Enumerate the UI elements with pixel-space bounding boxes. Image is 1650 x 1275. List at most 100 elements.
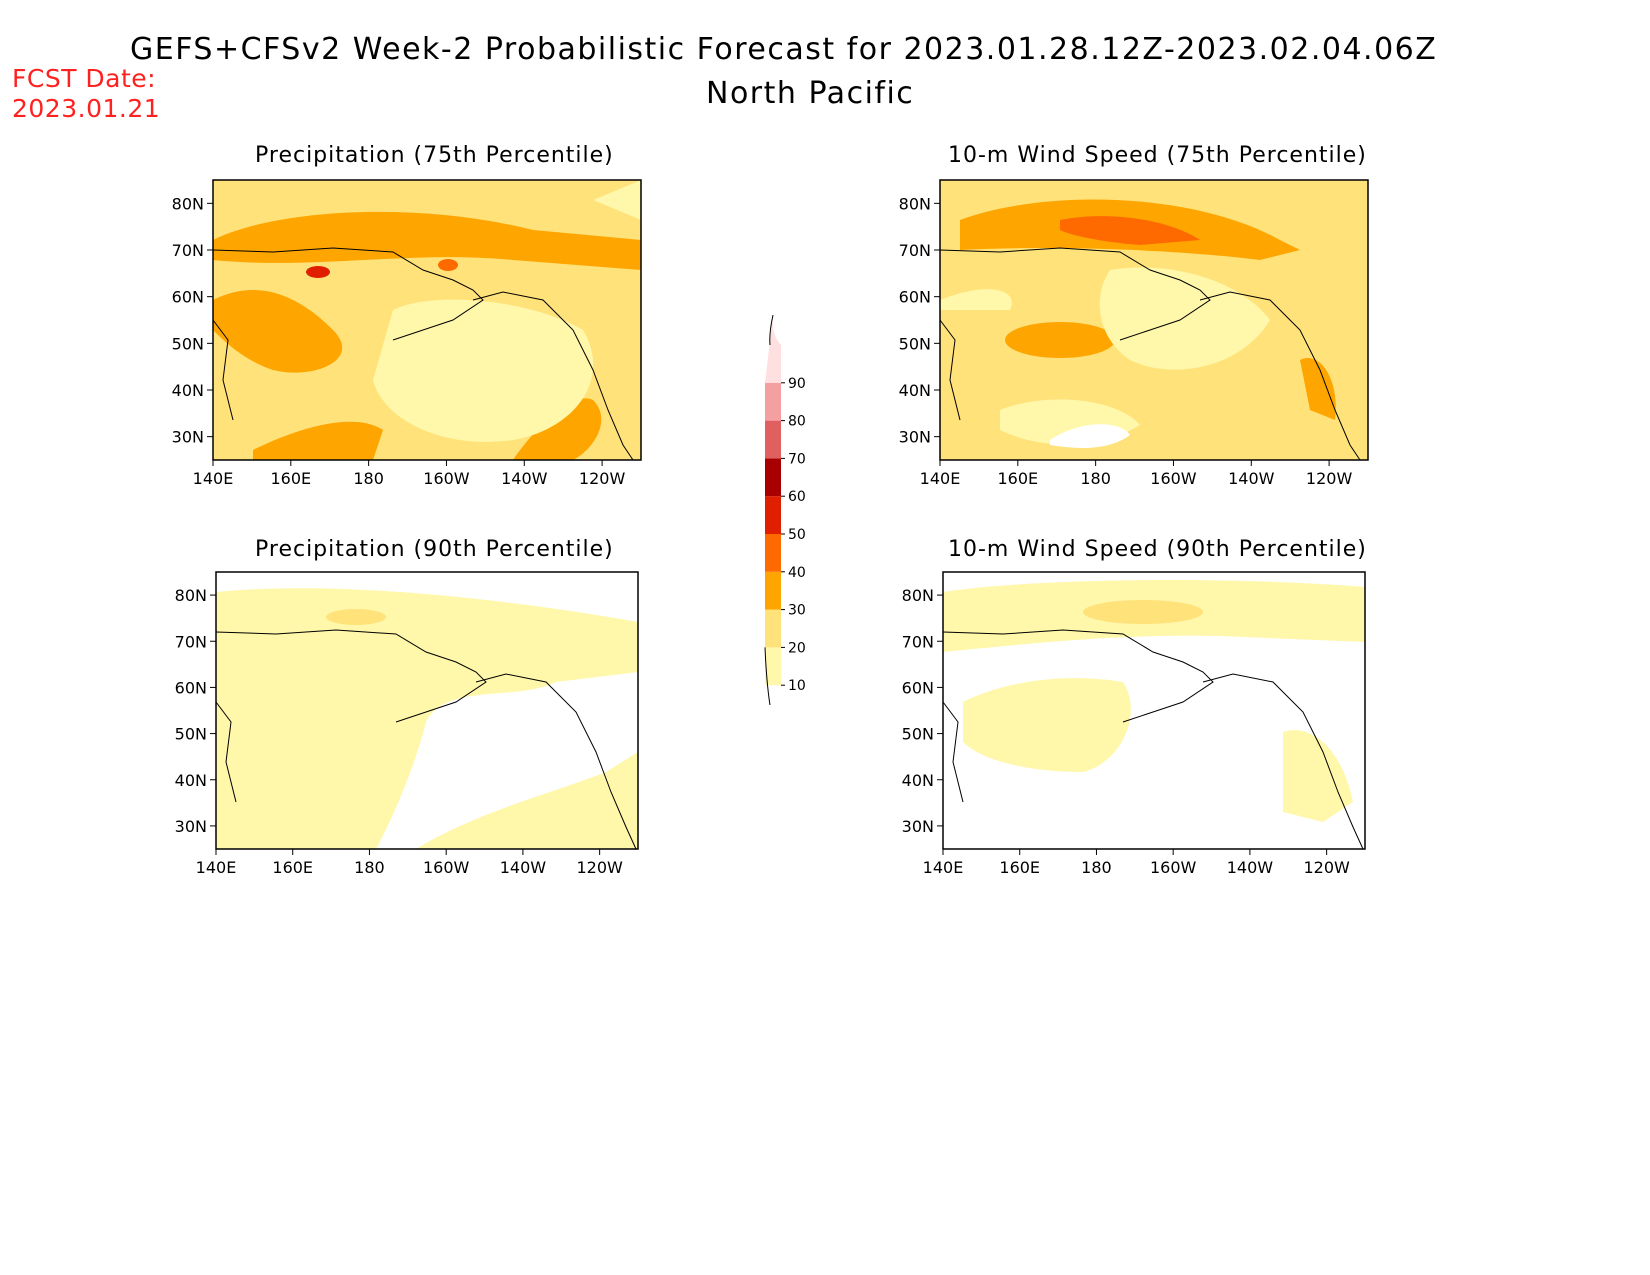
lon-tick-label: 160E xyxy=(272,858,313,877)
lon-tick-label: 120W xyxy=(579,469,626,488)
lon-tick-label: 180 xyxy=(1081,858,1112,877)
wind-low-west xyxy=(940,289,1012,310)
coastline xyxy=(475,673,637,850)
precip-moderate xyxy=(326,609,386,625)
colorbar-label: 90 xyxy=(788,376,806,392)
wind-band-aleutian xyxy=(1005,322,1115,358)
lon-tick-label: 140E xyxy=(920,469,961,488)
lon-tick-label: 160W xyxy=(1150,858,1197,877)
lat-tick-label: 60N xyxy=(899,288,931,307)
colorbar-label: 30 xyxy=(788,603,806,619)
wind-low-coast xyxy=(1283,730,1353,822)
precip-max-alaska xyxy=(438,259,458,271)
lat-tick-label: 30N xyxy=(902,817,934,836)
colorbar-box xyxy=(765,458,781,497)
wind-moderate xyxy=(1083,600,1203,624)
lon-tick-label: 140W xyxy=(500,858,547,877)
colorbar-cap-outline xyxy=(769,315,774,346)
coastline xyxy=(212,319,234,421)
lat-tick-label: 80N xyxy=(172,194,204,213)
lat-tick-label: 70N xyxy=(175,632,207,651)
lat-tick-label: 80N xyxy=(175,586,207,605)
map-frame xyxy=(939,179,1369,461)
panel-title-precip-75: Precipitation (75th Percentile) xyxy=(255,143,614,168)
fcst-date-value: 2023.01.21 xyxy=(12,94,161,123)
map-frame xyxy=(942,571,1366,850)
lon-tick-label: 140E xyxy=(923,858,964,877)
precip-max-chukchi xyxy=(306,266,330,278)
lon-tick-label: 140W xyxy=(1227,858,1274,877)
lon-tick-label: 160W xyxy=(423,858,470,877)
precip-low-gulf xyxy=(373,299,594,442)
coastline xyxy=(215,701,237,803)
lat-tick-label: 50N xyxy=(902,725,934,744)
colorbar-box xyxy=(765,382,781,421)
lon-tick-label: 180 xyxy=(354,858,385,877)
colorbar-label: 80 xyxy=(788,414,806,430)
lon-tick-label: 180 xyxy=(1080,469,1111,488)
lon-tick-label: 120W xyxy=(576,858,623,877)
coastline xyxy=(212,247,484,341)
lon-tick-label: 120W xyxy=(1303,858,1350,877)
wind-band-coast xyxy=(1300,358,1336,420)
lat-tick-label: 30N xyxy=(175,817,207,836)
lon-tick-label: 160E xyxy=(997,469,1038,488)
lat-tick-label: 70N xyxy=(172,241,204,260)
precip-band-sw xyxy=(253,421,383,460)
coastline xyxy=(942,629,1214,723)
colorbar-label: 20 xyxy=(788,640,806,656)
lat-tick-label: 60N xyxy=(175,678,207,697)
precip-band-se xyxy=(513,398,602,460)
colorbar-label: 60 xyxy=(788,489,806,505)
wind-low-aleutian xyxy=(963,678,1131,772)
colorbar-label: 40 xyxy=(788,565,806,581)
colorbar-label: 10 xyxy=(788,678,806,694)
lat-axis: 80N 70N 60N 50N 40N 30N xyxy=(175,586,216,836)
lat-tick-label: 30N xyxy=(899,428,931,447)
lat-tick-label: 40N xyxy=(175,771,207,790)
lon-tick-label: 160W xyxy=(1150,469,1197,488)
fcst-date-label: FCST Date: xyxy=(12,64,157,93)
colorbar-cap-bottom xyxy=(764,647,771,705)
coastline xyxy=(942,701,964,803)
lon-tick-label: 160E xyxy=(270,469,311,488)
lat-axis: 80N 70N 60N 50N 40N 30N xyxy=(172,194,213,447)
coastline xyxy=(472,291,634,461)
colorbar-box xyxy=(765,647,781,686)
lat-tick-label: 70N xyxy=(902,632,934,651)
lon-axis: 140E 160E 180 160W 140W 120W xyxy=(923,849,1350,877)
panel-title-wind-90: 10-m Wind Speed (90th Percentile) xyxy=(948,537,1367,562)
colorbar-label: 70 xyxy=(788,451,806,467)
lat-axis: 80N 70N 60N 50N 40N 30N xyxy=(899,194,940,447)
colorbar-box xyxy=(765,420,781,459)
precip-none-gulf xyxy=(454,704,576,762)
coastline xyxy=(1202,673,1364,850)
colorbar-label: 50 xyxy=(788,527,806,543)
colorbar-box xyxy=(765,571,781,610)
coastline xyxy=(1199,291,1361,461)
lon-tick-label: 140E xyxy=(193,469,234,488)
colorbar-box xyxy=(765,609,781,648)
precip-band-west xyxy=(213,290,343,373)
lon-tick-label: 140W xyxy=(1228,469,1275,488)
colorbar-cap-top xyxy=(765,315,781,383)
lon-axis: 140E 160E 180 160W 140W 120W xyxy=(193,460,626,488)
coastline xyxy=(215,629,487,723)
lon-tick-label: 120W xyxy=(1306,469,1353,488)
wind-none-south xyxy=(1050,424,1130,448)
lon-tick-label: 160E xyxy=(999,858,1040,877)
colorbar-box xyxy=(765,496,781,534)
map-frame xyxy=(212,179,642,461)
map-precip-90: 80N 70N 60N 50N 40N 30N 140E 160E 180 160W 140W 12… xyxy=(175,571,639,877)
colorbar-box xyxy=(765,534,781,572)
lon-axis: 140E 160E 180 160W 140W 120W xyxy=(920,460,1353,488)
coastline xyxy=(939,247,1211,341)
main-title: GEFS+CFSv2 Week-2 Probabilistic Forecast… xyxy=(130,32,1438,67)
lat-tick-label: 70N xyxy=(899,241,931,260)
precip-low-ne xyxy=(593,180,641,220)
lat-tick-label: 30N xyxy=(172,428,204,447)
lat-tick-label: 60N xyxy=(172,288,204,307)
lat-tick-label: 40N xyxy=(902,771,934,790)
map-frame xyxy=(215,571,639,850)
lon-axis: 140E 160E 180 160W 140W 120W xyxy=(196,849,623,877)
